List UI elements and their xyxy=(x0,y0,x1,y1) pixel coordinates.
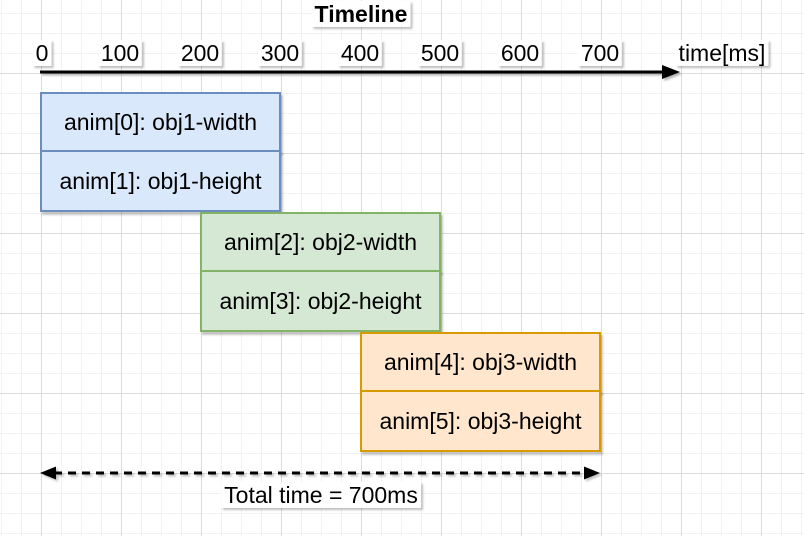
timeline-bar-anim1: anim[1]: obj1-height xyxy=(40,150,281,212)
timeline-bar-anim5: anim[5]: obj3-height xyxy=(360,390,601,452)
total-arrow-right-arrowhead-icon xyxy=(584,466,600,480)
total-arrow-left-arrowhead-icon xyxy=(40,466,56,480)
diagram-title: Timeline xyxy=(311,1,411,27)
axis-tick-label: 600 xyxy=(497,40,543,66)
axis-tick-label: 100 xyxy=(97,40,143,66)
bar-label: anim[4]: obj3-width xyxy=(383,348,578,375)
bar-label: anim[3]: obj2-height xyxy=(219,287,422,314)
total-time-arrow xyxy=(40,466,600,480)
time-axis-arrowhead-icon xyxy=(662,65,680,79)
axis-tick-label: 700 xyxy=(577,40,623,66)
timeline-bar-anim0: anim[0]: obj1-width xyxy=(40,92,281,152)
axis-tick-label: 400 xyxy=(337,40,383,66)
bar-label: anim[1]: obj1-height xyxy=(59,167,262,194)
timeline-bar-anim4: anim[4]: obj3-width xyxy=(360,332,601,392)
total-time-label: Total time = 700ms xyxy=(221,482,421,508)
time-axis xyxy=(40,65,680,79)
bar-label: anim[2]: obj2-width xyxy=(223,228,418,255)
timeline-bar-anim2: anim[2]: obj2-width xyxy=(200,212,441,272)
timeline-bar-anim3: anim[3]: obj2-height xyxy=(200,270,441,332)
axis-tick-label: 300 xyxy=(257,40,303,66)
axis-tick-label: 500 xyxy=(417,40,463,66)
bar-label: anim[0]: obj1-width xyxy=(63,108,258,135)
axis-tick-label: 200 xyxy=(177,40,223,66)
axis-tick-label: 0 xyxy=(32,40,52,66)
bar-label: anim[5]: obj3-height xyxy=(379,407,582,434)
axis-unit-label: time[ms] xyxy=(675,40,769,66)
